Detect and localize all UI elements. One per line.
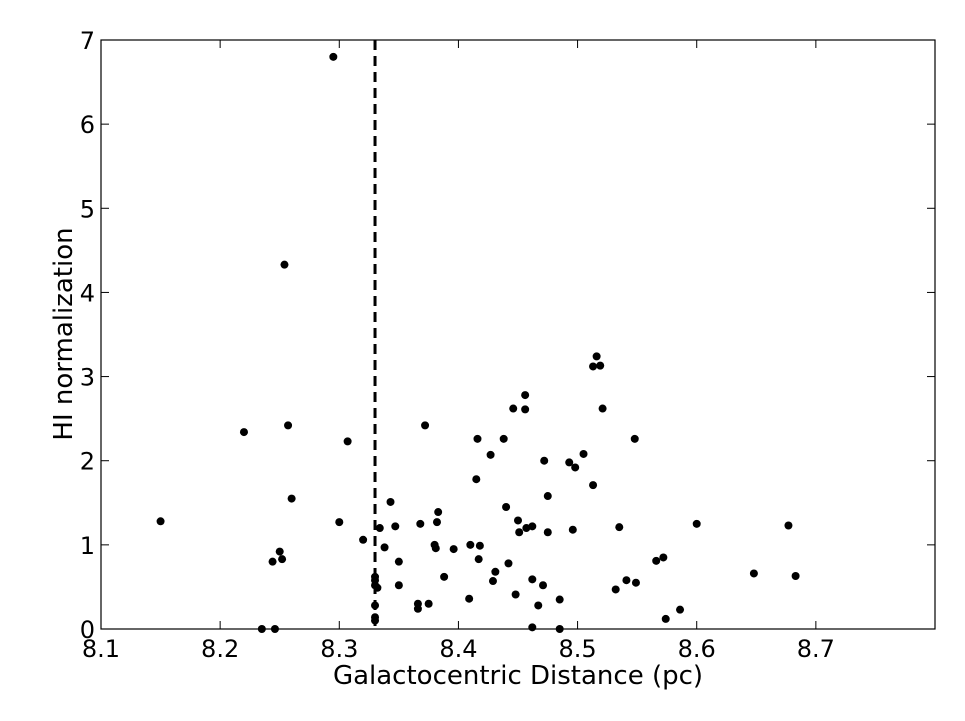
data-point (543, 528, 552, 537)
data-point (661, 614, 670, 623)
data-point (592, 352, 601, 361)
data-point (275, 547, 284, 556)
data-point (534, 601, 543, 610)
x-tick-label: 8.2 (201, 635, 239, 663)
data-point (589, 481, 598, 490)
x-tick-label: 8.7 (797, 635, 835, 663)
data-point (359, 535, 368, 544)
data-point (465, 594, 474, 603)
data-point (343, 437, 352, 446)
data-point (514, 516, 522, 525)
data-point (568, 525, 577, 534)
y-tick-label: 7 (80, 27, 95, 55)
axis-tick-labels: 8.1 8.2 8.3 8.4 8.5 8.6 8.7 0 1 2 3 4 5 6 7 (80, 27, 835, 663)
y-tick-label: 6 (80, 111, 95, 139)
data-point (571, 463, 580, 472)
data-point (472, 475, 481, 484)
data-point (440, 572, 449, 581)
data-point (421, 421, 430, 430)
data-point (156, 517, 165, 526)
data-point (589, 362, 598, 371)
data-point (475, 541, 484, 550)
data-point (652, 556, 661, 565)
data-point (416, 519, 425, 528)
data-point (287, 494, 296, 503)
data-point (528, 522, 537, 531)
data-point (515, 528, 524, 537)
y-tick-label: 1 (80, 532, 95, 560)
data-point (511, 590, 520, 599)
data-point (504, 559, 513, 568)
x-tick-label: 8.4 (439, 635, 477, 663)
y-tick-label: 2 (80, 448, 95, 476)
data-point (528, 623, 537, 632)
data-point (509, 404, 518, 413)
data-point (659, 553, 668, 562)
data-point (486, 450, 495, 459)
y-axis-label: HI normalization (49, 227, 79, 440)
y-tick-label: 3 (80, 364, 95, 392)
data-point (466, 540, 475, 549)
data-point (474, 555, 483, 564)
data-point (268, 557, 277, 566)
data-point (434, 508, 443, 517)
data-point (424, 599, 433, 608)
y-tick-label: 0 (80, 616, 95, 644)
data-point (540, 456, 549, 465)
data-point (521, 405, 530, 414)
data-point (473, 434, 482, 443)
data-point (749, 569, 758, 578)
data-point (528, 575, 537, 584)
data-point (579, 449, 588, 458)
data-point (565, 458, 574, 467)
data-point (491, 567, 500, 576)
data-point (284, 421, 293, 430)
data-point (598, 404, 607, 413)
data-point (596, 361, 605, 370)
data-point (391, 522, 400, 531)
data-point (622, 576, 631, 585)
data-point (380, 543, 389, 552)
x-tick-label: 8.3 (320, 635, 358, 663)
x-tick-label: 8.6 (678, 635, 716, 663)
data-point (502, 502, 511, 511)
x-tick-label: 8.1 (82, 635, 120, 663)
data-point (329, 52, 338, 61)
data-point (413, 604, 422, 613)
plot-frame (100, 39, 936, 630)
data-point (449, 545, 458, 554)
data-point (394, 581, 403, 590)
data-point (676, 605, 685, 614)
data-point (555, 595, 564, 604)
data-point (278, 555, 287, 564)
y-tick-label: 5 (80, 195, 95, 223)
data-point (521, 391, 530, 400)
data-point (375, 524, 384, 533)
data-point (611, 585, 620, 594)
data-point (539, 581, 548, 590)
data-point (386, 497, 395, 506)
data-point (335, 518, 344, 527)
data-point (784, 521, 793, 530)
data-point (432, 518, 441, 527)
data-point (488, 577, 497, 586)
data-point (631, 578, 640, 587)
data-point (630, 434, 639, 443)
data-point (692, 519, 701, 528)
data-point (543, 492, 552, 501)
data-point (431, 544, 440, 553)
y-tick-label: 4 (80, 279, 95, 307)
data-point (499, 434, 508, 443)
data-point (615, 523, 624, 532)
x-tick-label: 8.5 (558, 635, 596, 663)
data-point (791, 571, 800, 580)
data-point (280, 260, 289, 269)
x-axis-label: Galactocentric Distance (pc) (333, 661, 703, 691)
data-points (156, 52, 800, 633)
data-point (239, 428, 248, 437)
data-point (394, 557, 403, 566)
